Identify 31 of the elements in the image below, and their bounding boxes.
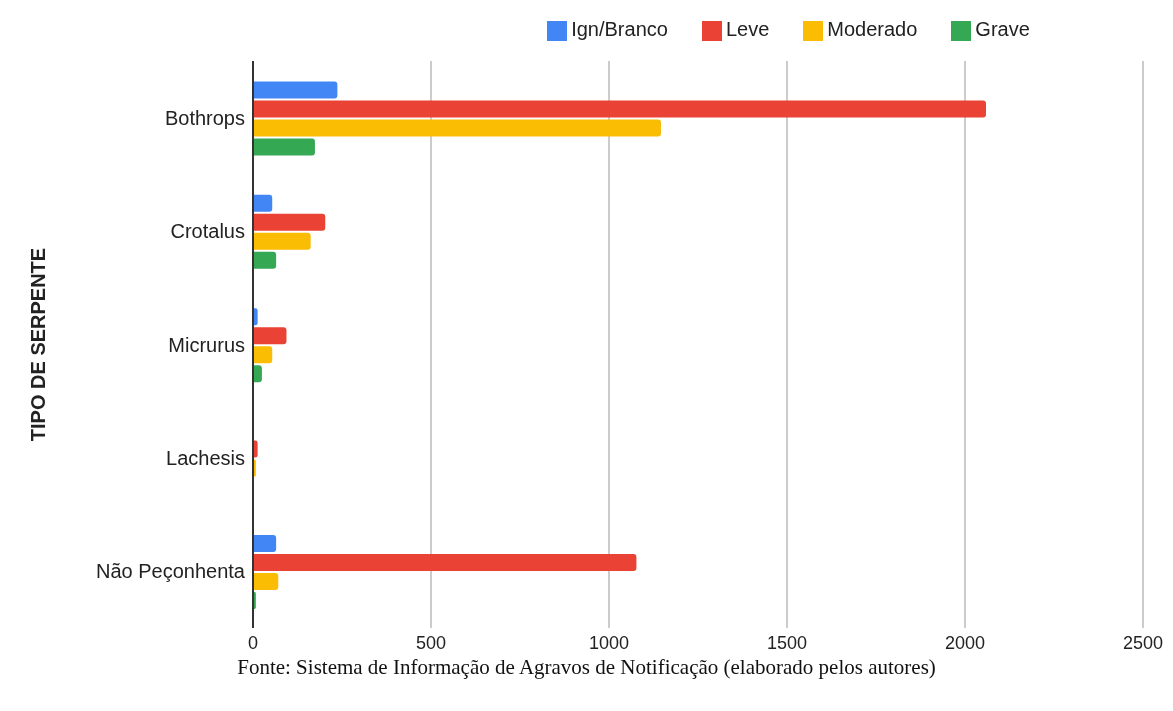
bar [253,346,273,364]
x-tick-label: 0 [247,632,259,653]
y-tick-label: Crotalus [170,220,245,243]
x-tick-label: 1500 [766,632,808,653]
bar [253,251,277,269]
bar [253,327,287,345]
legend-label: Leve [725,18,770,40]
bar [253,119,661,137]
bar [253,138,315,156]
x-tick-label: 2000 [944,632,986,653]
legend-label: Moderado [827,18,918,40]
bar [253,554,637,572]
bar [253,365,262,383]
source-note: Fonte: Sistema de Informação de Agravos de Notificação (elaborado pelos autores) [236,655,937,680]
y-tick-label: Bothrops [164,106,245,129]
legend-label: Grave [975,18,1030,40]
y-tick-label: Não Peçonhenta [95,560,246,583]
bar [253,100,986,118]
bar [253,232,311,250]
bar [253,81,338,99]
x-tick-label: 1000 [588,632,630,653]
y-tick-label: Lachesis [166,447,245,469]
x-tick-label: 2500 [1122,632,1164,653]
y-tick-label: Micrurus [168,333,245,356]
bar [253,535,277,553]
bar [253,573,279,591]
bar [253,213,326,231]
legend-label: Ign/Branco [571,18,668,40]
bar [253,194,273,212]
x-tick-label: 500 [415,632,447,653]
y-axis-title: TIPO DE SERPENTE [27,247,50,442]
